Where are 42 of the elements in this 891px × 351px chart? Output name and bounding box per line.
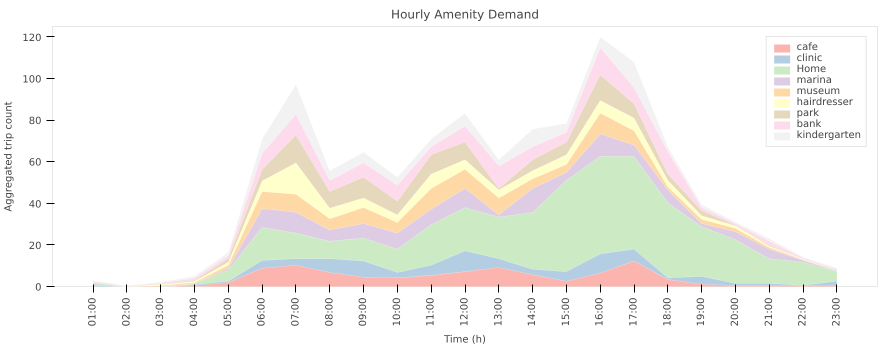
legend-label: park [796,108,820,119]
x-tick-label: 18:00 [662,297,674,326]
x-tick-label: 12:00 [460,297,470,326]
legend-label: bank [796,119,822,130]
x-tick-label: 14:00 [527,297,538,326]
y-tick-label: 40 [28,199,42,210]
x-tick-label: 21:00 [764,297,775,326]
y-tick-label: 100 [22,74,42,86]
x-tick-label: 16:00 [594,297,606,326]
legend-label: marina [796,75,832,86]
x-axis-title: Time (h) [443,334,486,346]
x-tick-label: 05:00 [222,297,234,326]
x-tick-label: 19:00 [696,297,708,326]
y-tick-label: 80 [28,116,42,128]
x-tick-label: 13:00 [493,297,504,326]
x-tick-label: 07:00 [290,297,302,326]
y-tick-label: 20 [28,240,42,252]
y-tick-label: 0 [35,282,42,294]
legend-label: cafe [796,42,818,53]
x-tick-label: 10:00 [392,297,403,326]
y-tick-label: 120 [22,32,42,44]
x-tick-label: 08:00 [324,297,336,326]
x-tick-label: 03:00 [155,297,166,326]
x-tick-label: 20:00 [730,297,741,326]
y-tick-label: 60 [28,158,42,169]
x-tick-label: 04:00 [189,297,200,326]
chart-title: Hourly Amenity Demand [391,8,539,22]
x-tick-label: 23:00 [831,297,842,326]
x-tick-label: 02:00 [121,297,132,326]
x-tick-label: 01:00 [88,297,99,326]
legend-label: kindergarten [796,130,861,141]
legend-label: Home [796,64,826,75]
y-axis-title: Aggregated trip count [3,101,14,212]
x-tick-label: 09:00 [358,297,370,326]
x-tick-label: 15:00 [560,297,572,326]
legend-label: museum [796,86,840,97]
x-tick-label: 17:00 [628,297,640,326]
x-tick-label: 11:00 [426,297,437,326]
legend-label: clinic [796,53,822,64]
legend-label: hairdresser [796,97,853,108]
x-tick-label: 22:00 [798,297,809,326]
x-tick-label: 06:00 [256,297,268,326]
